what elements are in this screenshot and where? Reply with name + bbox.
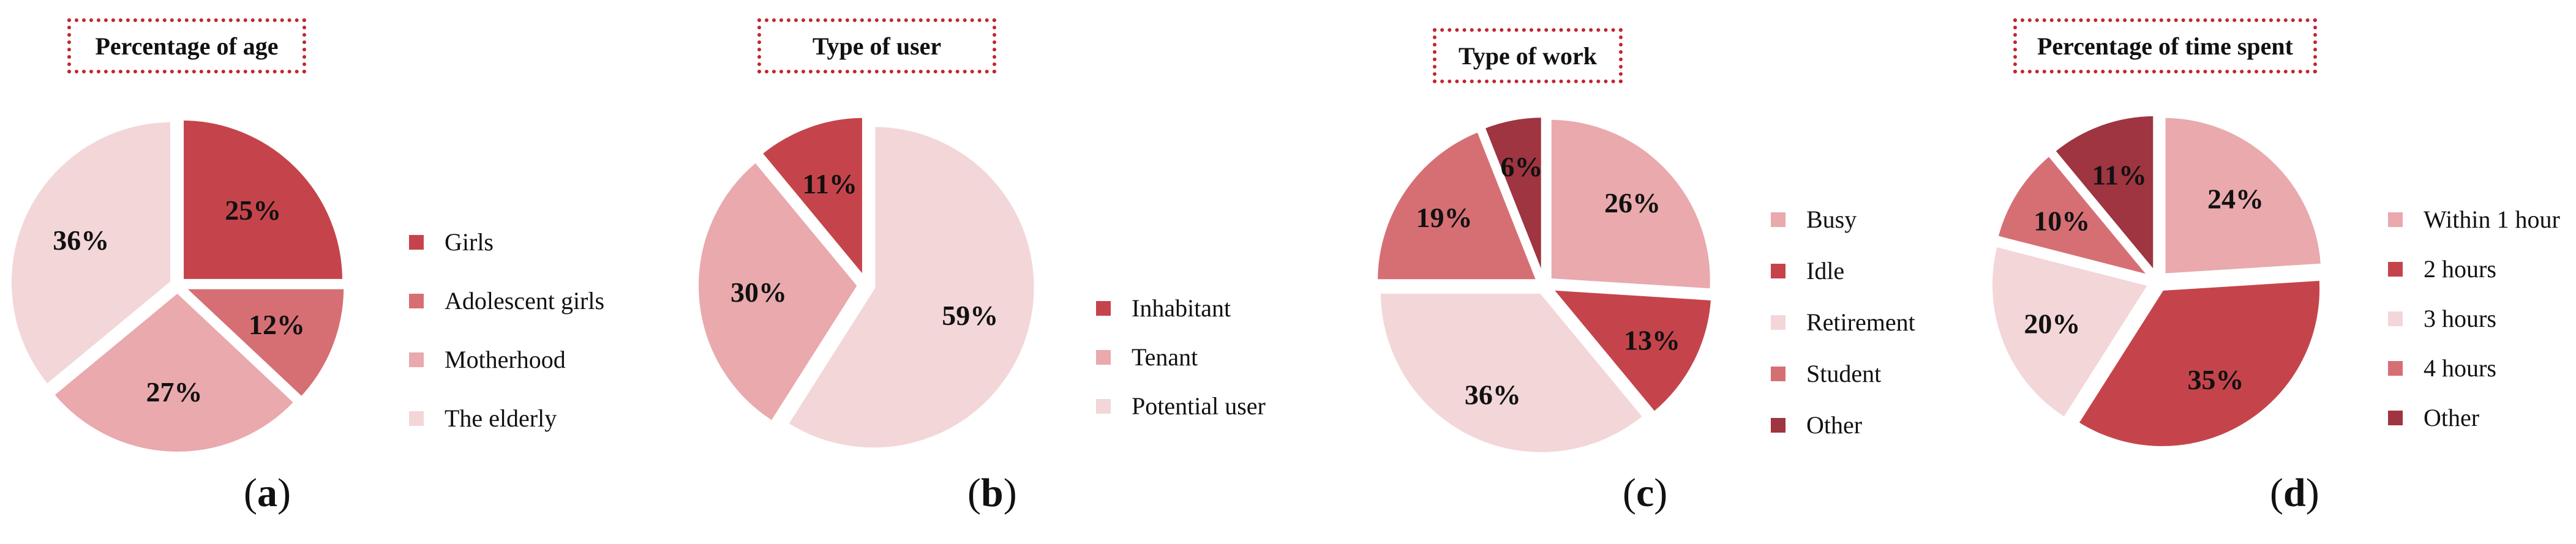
legend-swatch [1771, 366, 1786, 381]
legend-swatch [409, 293, 424, 308]
legend-item-2-3: Potential user [1096, 392, 1266, 420]
legend-label: Other [2424, 404, 2480, 431]
slice-label-4-3: 20% [2024, 308, 2080, 339]
legend-swatch [1771, 212, 1786, 227]
slice-label-4-4: 10% [2033, 206, 2090, 237]
legend-swatch [2388, 212, 2403, 227]
legend-item-1-2: Adolescent girls [409, 286, 604, 315]
slice-label-1-2: 12% [249, 309, 305, 340]
legend-swatch [409, 234, 424, 250]
legend-swatch [1771, 417, 1786, 433]
legend-item-3-2: Idle [1771, 256, 1844, 285]
legend-label: Adolescent girls [445, 287, 605, 315]
legend-label: Girls [445, 228, 494, 256]
panel-caption-1: (a) [244, 471, 291, 515]
pie-slice-1-3 [50, 289, 298, 455]
legend-item-3-5: Other [1771, 411, 1862, 439]
pie-slice-4-4 [1994, 152, 2153, 279]
legend-label: Inhabitant [1132, 294, 1231, 322]
legend-swatch [1096, 349, 1111, 365]
legend-label: Potential user [1132, 392, 1266, 420]
legend-label: Other [1806, 411, 1863, 439]
pie-slice-4-2 [2075, 277, 2324, 450]
legend-label: 3 hours [2424, 305, 2496, 332]
legend-label: Idle [1806, 257, 1845, 285]
pie-slice-2-2 [695, 158, 862, 425]
pie-slice-2-1 [784, 123, 1038, 452]
legend-item-2-2: Tenant [1096, 343, 1198, 371]
legend-item-4-2: 2 hours [2388, 255, 2496, 283]
pie-slice-3-1 [1547, 116, 1714, 292]
legend-item-1-4: The elderly [409, 404, 557, 433]
slice-label-2-1: 59% [942, 300, 998, 331]
legend-item-4-3: 3 hours [2388, 304, 2496, 333]
legend-item-4-4: 4 hours [2388, 354, 2496, 382]
legend-swatch [1096, 398, 1111, 414]
legend-item-1-1: Girls [409, 228, 494, 256]
slice-label-3-4: 19% [1416, 202, 1473, 233]
chart-title-1: Percentage of age [67, 18, 306, 73]
legend-label: Student [1806, 360, 1882, 387]
pie-slice-3-5 [1481, 114, 1545, 280]
legend-item-1-3: Motherhood [409, 345, 566, 374]
legend-label: 2 hours [2424, 255, 2496, 283]
slice-label-3-3: 36% [1465, 379, 1521, 411]
legend-swatch [2388, 410, 2403, 425]
legend-label: The elderly [445, 404, 557, 432]
pie-slice-4-1 [2161, 114, 2325, 277]
legend-swatch [1096, 300, 1111, 316]
legend-item-3-1: Busy [1771, 205, 1857, 234]
legend-label: Tenant [1132, 343, 1198, 371]
slice-label-3-5: 6% [1500, 151, 1542, 182]
legend-label: Busy [1806, 206, 1857, 233]
legend-item-4-1: Within 1 hour [2388, 205, 2560, 234]
legend-swatch [2388, 261, 2403, 277]
pie-slice-1-1 [180, 116, 347, 283]
slice-label-4-5: 11% [2092, 159, 2146, 190]
slice-label-3-1: 26% [1604, 187, 1661, 218]
pie-slice-4-5 [2051, 112, 2157, 275]
pie-slice-1-2 [181, 285, 348, 401]
legend-item-3-3: Retirement [1771, 308, 1915, 337]
legend-swatch [1771, 263, 1786, 278]
pie-slice-1-4 [7, 118, 174, 388]
chart-title-4: Percentage of time spent [2013, 18, 2317, 73]
panel-caption-3: (c) [1623, 471, 1668, 515]
pie-slice-3-2 [1549, 286, 1715, 415]
slice-label-1-4: 36% [53, 225, 109, 256]
slice-label-2-2: 30% [730, 277, 787, 308]
slice-label-1-1: 25% [225, 195, 281, 226]
legend-swatch [2388, 311, 2403, 326]
slice-label-2-3: 11% [803, 168, 857, 199]
legend-label: Within 1 hour [2424, 206, 2560, 233]
legend-label: Retirement [1806, 308, 1915, 336]
legend-swatch [409, 411, 424, 426]
slice-label-1-3: 27% [146, 376, 203, 408]
legend-item-3-4: Student [1771, 359, 1881, 388]
panel-caption-4: (d) [2270, 471, 2319, 515]
pie-slice-3-3 [1376, 289, 1647, 456]
legend-item-2-1: Inhabitant [1096, 294, 1231, 322]
pie-slice-3-4 [1374, 128, 1541, 283]
slice-label-4-1: 24% [2207, 184, 2264, 215]
legend-swatch [2388, 360, 2403, 376]
legend-label: Motherhood [445, 346, 566, 373]
slice-label-3-2: 13% [1624, 325, 1680, 356]
pie-slice-2-3 [759, 114, 866, 280]
legend-item-4-5: Other [2388, 403, 2479, 432]
panel-caption-2: (b) [967, 471, 1017, 515]
chart-title-3: Type of work [1433, 28, 1623, 83]
chart-title-2: Type of user [757, 18, 996, 73]
slice-label-4-2: 35% [2187, 364, 2244, 395]
legend-swatch [1771, 315, 1786, 330]
pie-slice-4-3 [1988, 243, 2152, 421]
legend-swatch [409, 352, 424, 367]
legend-label: 4 hours [2424, 354, 2496, 382]
